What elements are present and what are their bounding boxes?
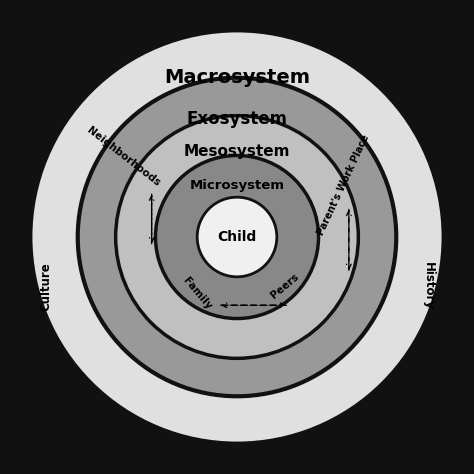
Circle shape [116, 116, 358, 358]
Text: Child: Child [218, 230, 256, 244]
Text: Exosystem: Exosystem [186, 109, 288, 128]
Text: Parent's Work Place: Parent's Work Place [315, 133, 371, 237]
Text: Peers: Peers [268, 272, 301, 301]
Circle shape [155, 155, 319, 319]
Text: Mesosystem: Mesosystem [184, 144, 290, 159]
Text: Culture: Culture [39, 262, 52, 310]
Text: Family: Family [181, 276, 213, 312]
Circle shape [78, 78, 396, 396]
Text: Neighborhoods: Neighborhoods [85, 125, 162, 188]
Circle shape [197, 197, 277, 277]
Circle shape [30, 30, 444, 444]
Text: Macrosystem: Macrosystem [164, 68, 310, 87]
Text: Microsystem: Microsystem [190, 179, 284, 192]
Text: History: History [422, 262, 435, 310]
